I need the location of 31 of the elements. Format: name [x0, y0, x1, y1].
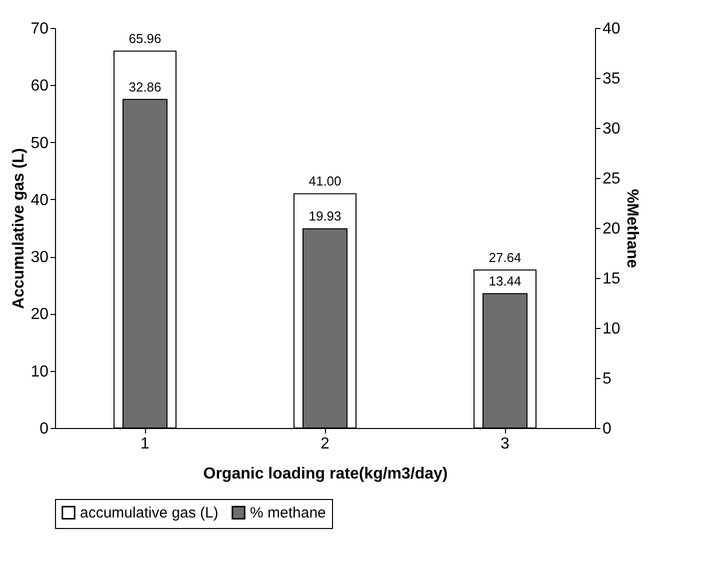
- y2-tick-label: 0: [602, 420, 612, 438]
- y2-tick-label: 30: [602, 120, 620, 138]
- data-label: 27.64: [488, 250, 522, 266]
- legend-label: % methane: [250, 504, 326, 522]
- y-tick-label: 10: [30, 363, 49, 380]
- y2-tick-label: 25: [602, 170, 620, 188]
- y-tick-label: 50: [30, 134, 49, 152]
- y2-tick-label: 5: [602, 370, 612, 388]
- data-label: 13.44: [488, 274, 522, 289]
- y-tick-label: 20: [30, 306, 49, 324]
- data-label: 41.00: [308, 174, 342, 189]
- y2-tick-label: 20: [602, 220, 620, 238]
- y2-axis-title: %Methane: [623, 188, 640, 268]
- data-label: 19.93: [308, 208, 342, 224]
- data-label: 65.96: [128, 31, 162, 46]
- x-tick-label: 1: [140, 436, 150, 452]
- x-tick-label: 3: [500, 436, 510, 452]
- x-axis-title: Organic loading rate(kg/m3/day): [203, 466, 448, 482]
- y2-tick-label: 15: [602, 270, 620, 288]
- y-tick-label: 60: [30, 78, 49, 95]
- y2-tick-label: 40: [602, 20, 620, 38]
- y2-tick-label: 35: [602, 70, 620, 88]
- y-tick-label: 70: [30, 20, 49, 38]
- data-label: 32.86: [128, 79, 162, 94]
- y-tick-label: 0: [40, 420, 49, 438]
- y-axis-title: Accumulative gas (L): [10, 148, 28, 309]
- legend-label: accumulative gas (L): [80, 504, 218, 522]
- y-tick-label: 30: [30, 249, 49, 266]
- y2-tick-label: 10: [602, 320, 620, 338]
- y-tick-label: 40: [30, 192, 49, 209]
- x-tick-label: 2: [320, 436, 330, 452]
